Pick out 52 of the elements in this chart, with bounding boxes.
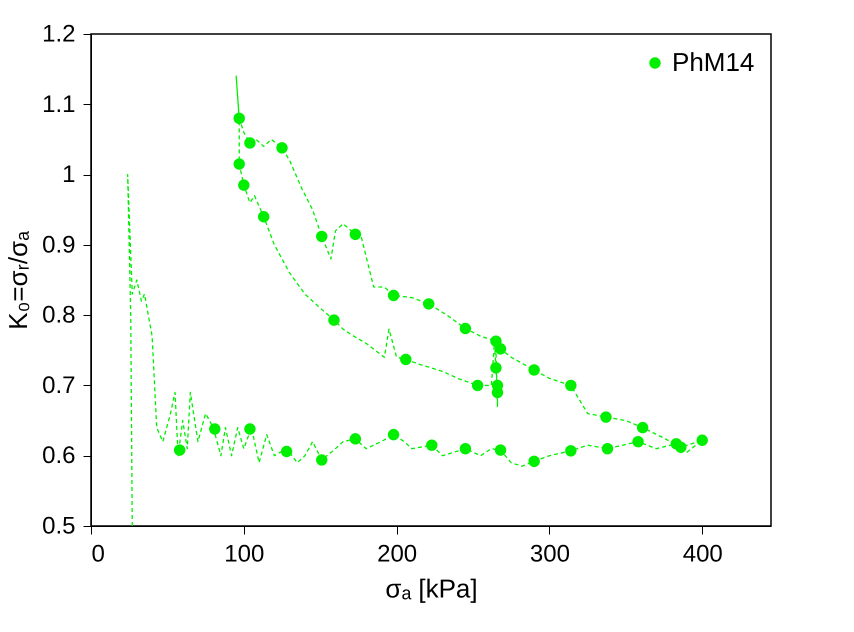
- point: [316, 230, 328, 242]
- point: [602, 442, 614, 454]
- point: [600, 411, 612, 423]
- point: [494, 444, 506, 456]
- y-tick-label: 0.8: [42, 302, 76, 329]
- point: [636, 422, 648, 434]
- point: [460, 442, 472, 454]
- point: [490, 362, 502, 374]
- point: [426, 439, 438, 451]
- point: [174, 444, 186, 456]
- point: [565, 445, 577, 456]
- point: [460, 322, 472, 334]
- point: [388, 290, 400, 302]
- point: [528, 364, 540, 376]
- point: [209, 423, 220, 435]
- x-axis-title: σₐ [kPa]: [385, 574, 478, 604]
- point: [423, 298, 434, 310]
- y-tick-label: 0.5: [42, 512, 76, 540]
- point: [258, 211, 270, 222]
- point: [244, 423, 256, 435]
- point: [280, 446, 292, 458]
- point: [494, 343, 506, 355]
- point: [234, 158, 245, 170]
- point: [350, 433, 362, 445]
- y-tick-label: 1.1: [42, 90, 76, 118]
- y-tick-label: 1.2: [42, 20, 76, 48]
- y-tick-label: 0.6: [42, 442, 76, 470]
- x-tick-label: 100: [224, 540, 264, 568]
- y-tick-label: 0.9: [42, 231, 76, 258]
- x-tick-label: 300: [530, 540, 570, 568]
- y-tick-label: 1: [62, 161, 76, 188]
- point: [328, 314, 340, 326]
- y-axis-title: K₀=σᵣ/σₐ: [3, 230, 34, 330]
- point: [388, 428, 400, 440]
- point: [350, 228, 362, 240]
- point: [238, 179, 250, 191]
- x-tick-label: 200: [377, 540, 418, 568]
- legend-label: PhM14: [672, 47, 754, 77]
- point: [632, 436, 644, 448]
- point: [276, 142, 288, 154]
- point: [696, 434, 708, 446]
- point: [528, 456, 540, 468]
- x-tick-label: 0: [92, 540, 105, 568]
- point: [565, 380, 577, 392]
- point: [472, 380, 484, 392]
- point: [244, 137, 256, 149]
- x-tick-label: 400: [682, 540, 723, 568]
- point: [675, 442, 687, 453]
- point: [234, 112, 245, 124]
- point: [316, 454, 328, 466]
- point: [400, 354, 412, 366]
- y-tick-label: 0.7: [42, 372, 76, 399]
